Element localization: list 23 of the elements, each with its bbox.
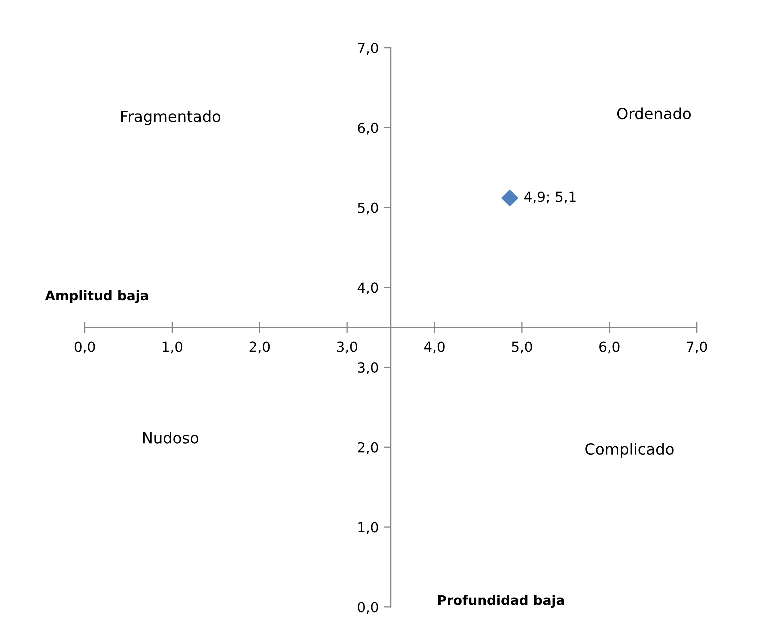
x-tick-label: 7,0 [687, 342, 708, 354]
x-tick-label: 5,0 [512, 342, 532, 354]
x-tick-label: 4,0 [424, 342, 445, 354]
annotation: Profundidad baja [438, 595, 564, 608]
x-tick-label: 0,0 [74, 342, 96, 354]
x-tick-label: 3,0 [337, 342, 358, 354]
y-tick-label: 4,0 [358, 282, 378, 295]
x-tick-label: 2,0 [250, 342, 270, 354]
y-tick-label: 1,0 [358, 522, 378, 534]
annotation: Amplitud baja [45, 290, 148, 304]
annotation: Fragmentado [122, 110, 221, 126]
annotation: Complicado [586, 443, 674, 458]
y-tick-label: 5,0 [358, 202, 378, 215]
x-tick-label: 1,0 [162, 342, 183, 354]
y-tick-label: 0,0 [358, 602, 378, 614]
x-tick-label: 6,0 [600, 342, 620, 354]
y-tick-label: 2,0 [358, 442, 378, 454]
data-label: 4,9; 5,1 [524, 192, 576, 204]
y-tick-label: 3,0 [358, 362, 378, 374]
annotation: Ordenado [617, 108, 691, 120]
annotation: Nudoso [143, 432, 199, 444]
y-tick-label: 6,0 [358, 122, 378, 135]
y-tick-label: 7,0 [358, 43, 378, 55]
